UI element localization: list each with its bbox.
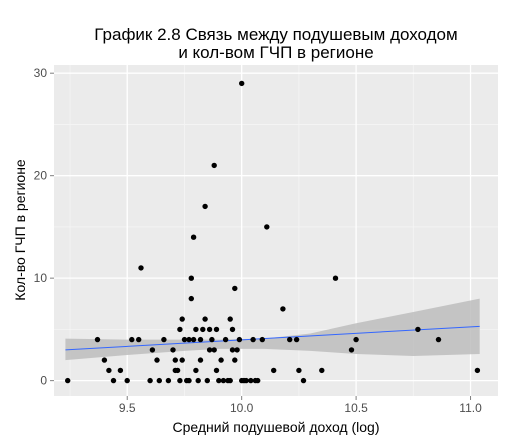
data-point — [156, 377, 162, 384]
data-point — [202, 203, 208, 210]
data-point — [177, 377, 183, 384]
x-tick-label: 10.0 — [230, 401, 254, 415]
data-point — [206, 326, 213, 333]
data-point — [319, 367, 325, 374]
data-point — [197, 336, 204, 343]
data-point — [195, 377, 201, 384]
data-point — [255, 377, 261, 384]
data-point — [101, 357, 108, 363]
data-point — [232, 285, 238, 292]
data-point — [300, 377, 307, 384]
data-point — [149, 347, 156, 353]
data-point — [179, 357, 185, 363]
chart-title-line-1: График 2.8 Связь между подушевым доходом — [94, 25, 457, 44]
data-point — [106, 367, 112, 374]
data-point — [213, 367, 220, 374]
data-point — [129, 336, 135, 343]
data-point — [193, 326, 199, 333]
data-point — [161, 336, 167, 343]
data-point — [264, 224, 270, 230]
data-point — [280, 306, 286, 312]
data-point — [177, 326, 183, 333]
data-point — [186, 377, 192, 384]
x-tick-label: 11.0 — [459, 401, 482, 415]
data-point — [229, 347, 236, 353]
data-point — [174, 367, 181, 374]
data-point — [136, 336, 142, 343]
data-point — [117, 367, 124, 374]
data-point — [236, 336, 243, 343]
x-axis-title: Средний подушевой доход (log) — [172, 419, 379, 435]
data-point — [186, 336, 192, 343]
data-point — [204, 377, 210, 384]
data-points — [65, 80, 481, 384]
y-tick-label: 20 — [34, 169, 48, 183]
x-axis-ticks: 9.5 10.0 10.5 11.0 — [119, 396, 482, 415]
data-point — [474, 367, 481, 374]
data-point — [239, 80, 245, 87]
data-point — [110, 377, 117, 384]
data-point — [220, 377, 227, 384]
data-point — [211, 162, 217, 169]
data-point — [229, 326, 236, 333]
data-point — [415, 326, 421, 333]
data-point — [222, 336, 229, 343]
data-point — [190, 336, 197, 343]
data-point — [202, 316, 208, 322]
data-point — [259, 336, 265, 343]
data-point — [435, 336, 442, 343]
confidence-band-area — [65, 298, 480, 361]
data-point — [188, 275, 194, 281]
data-point — [197, 357, 204, 363]
x-tick-label: 10.5 — [344, 401, 368, 415]
data-point — [206, 347, 213, 353]
confidence-band — [65, 298, 480, 361]
minor-gridlines — [54, 65, 498, 396]
data-point — [188, 295, 194, 302]
data-point — [287, 336, 293, 343]
data-point — [232, 357, 238, 363]
chart-title-line-2: и кол-вом ГЧП в регионе — [178, 43, 373, 62]
data-point — [213, 326, 220, 333]
data-point — [271, 367, 277, 374]
data-point — [165, 377, 172, 384]
data-point — [216, 377, 222, 384]
data-point — [170, 347, 176, 353]
data-point — [190, 234, 197, 240]
data-point — [348, 347, 355, 353]
data-point — [200, 326, 206, 333]
y-axis-title: Кол-во ГЧП в регионе — [12, 159, 28, 301]
data-point — [65, 377, 71, 384]
data-point — [147, 377, 153, 384]
data-point — [181, 336, 188, 343]
data-point — [353, 336, 359, 343]
data-point — [154, 357, 160, 363]
x-tick-label: 9.5 — [119, 401, 136, 415]
data-point — [234, 347, 240, 353]
y-tick-label: 10 — [34, 271, 48, 285]
data-point — [227, 316, 233, 322]
data-point — [293, 336, 300, 343]
y-axis-ticks: 0 10 20 30 — [34, 66, 54, 388]
data-point — [250, 336, 256, 343]
data-point — [124, 377, 130, 384]
data-point — [179, 316, 185, 322]
data-point — [332, 275, 339, 281]
data-point — [209, 336, 215, 343]
data-point — [211, 347, 217, 353]
data-point — [193, 367, 199, 374]
y-tick-label: 0 — [40, 374, 47, 388]
data-point — [172, 357, 178, 363]
data-point — [94, 336, 101, 343]
data-point — [243, 377, 249, 384]
data-point — [248, 377, 254, 384]
data-point — [296, 367, 302, 374]
data-point — [218, 357, 224, 363]
data-point — [227, 377, 233, 384]
trend-line-path — [65, 325, 480, 351]
y-tick-label: 30 — [34, 66, 48, 80]
data-point — [138, 265, 144, 271]
trend-line — [65, 325, 480, 351]
